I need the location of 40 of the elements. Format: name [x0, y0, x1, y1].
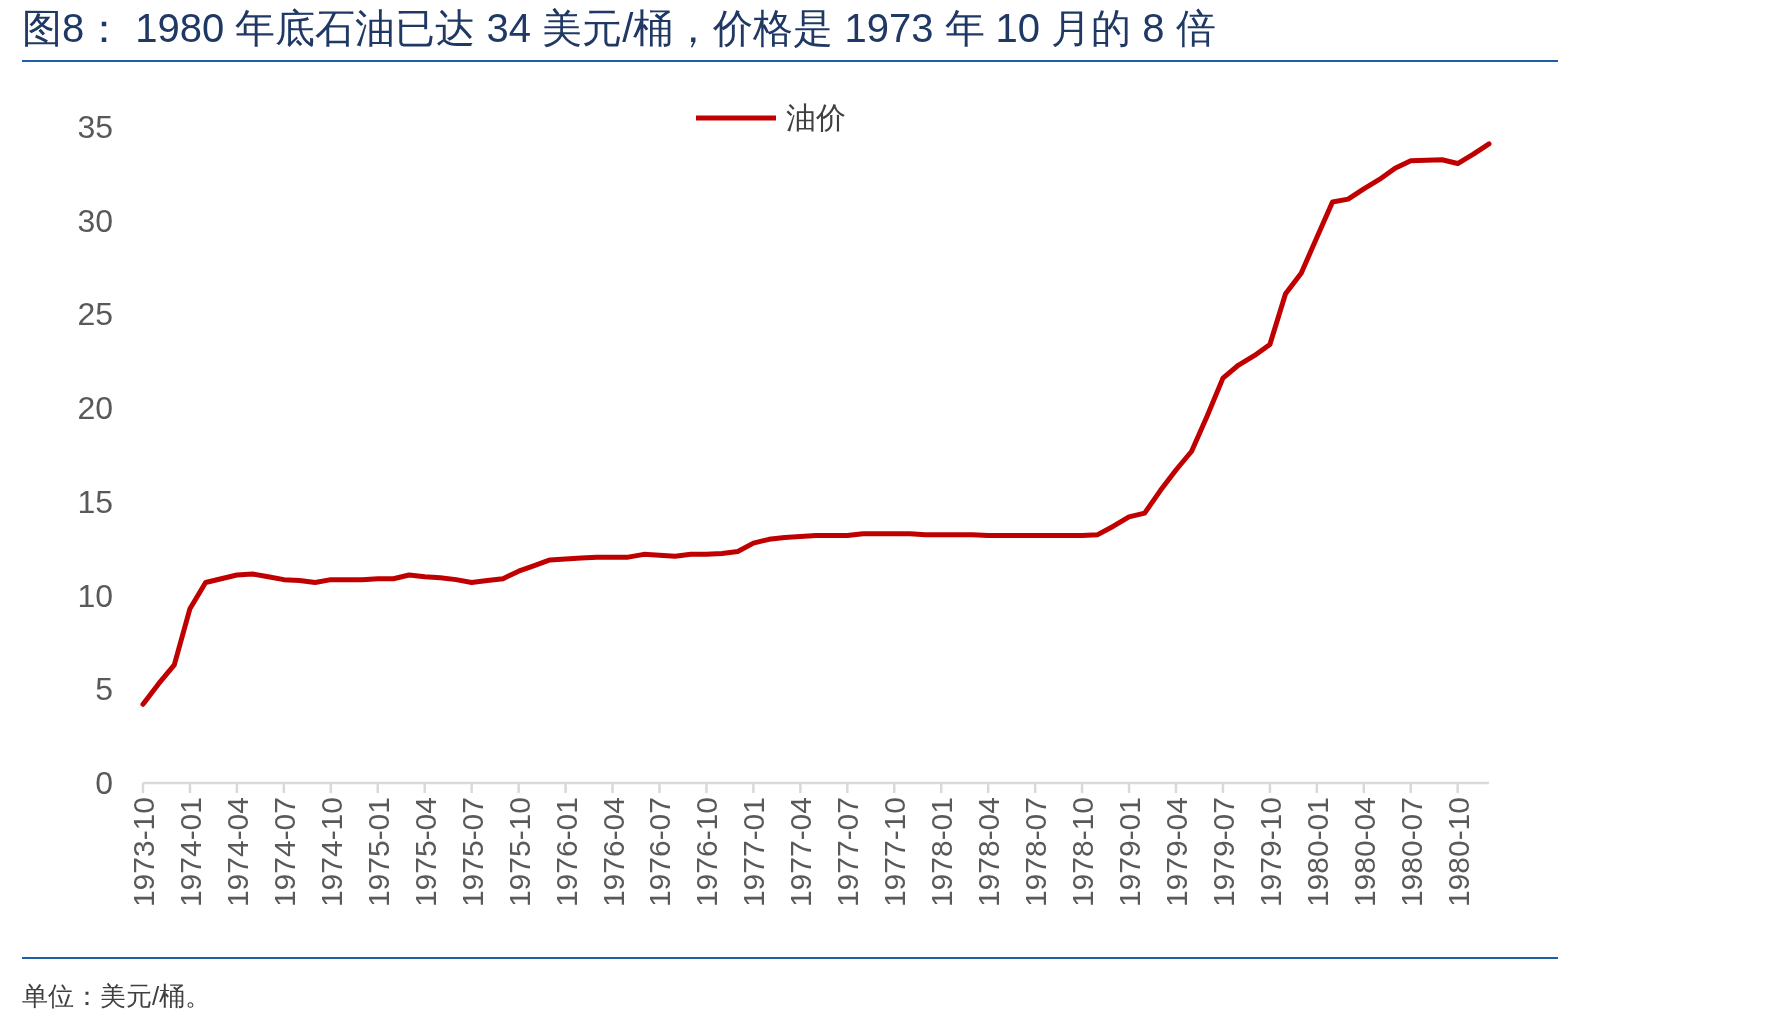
x-tick-label: 1977-10 — [878, 797, 912, 908]
x-tick-label: 1977-07 — [831, 797, 865, 908]
x-tick-label: 1974-10 — [314, 797, 348, 908]
x-tick-label: 1978-07 — [1019, 797, 1053, 908]
x-tick-label: 1976-01 — [549, 797, 583, 908]
x-tick-label: 1975-04 — [408, 797, 442, 908]
y-tick-label: 10 — [77, 577, 113, 614]
x-tick-label: 1974-01 — [173, 797, 207, 908]
y-tick-label: 5 — [95, 671, 113, 708]
x-tick-label: 1978-04 — [972, 797, 1006, 908]
x-tick-label: 1973-10 — [127, 797, 160, 908]
title: 图8： 1980 年底石油已达 34 美元/桶，价格是 1973 年 10 月的 8 倍 — [22, 6, 1216, 50]
x-tick-label: 1974-07 — [267, 797, 301, 908]
x-tick-label: 1979-10 — [1253, 797, 1287, 908]
text: 单位：美元/桶。 — [22, 981, 212, 1011]
y-tick-label: 15 — [77, 483, 113, 520]
x-tick-label: 1976-04 — [596, 797, 630, 908]
x-tick-label: 1975-07 — [455, 797, 489, 908]
x-tick-label: 1977-04 — [784, 797, 818, 908]
legend-label: 油价 — [786, 101, 846, 134]
y-tick-label: 25 — [77, 296, 113, 333]
x-tick-label: 1977-01 — [737, 797, 771, 908]
x-tick-label: 1976-10 — [690, 797, 724, 908]
x-tick-label: 1975-10 — [502, 797, 536, 908]
x-tick-label: 1980-07 — [1394, 797, 1428, 908]
y-tick-label: 0 — [95, 765, 113, 801]
x-tick-label: 1974-04 — [220, 797, 254, 908]
y-tick-label: 35 — [77, 109, 113, 145]
x-tick-label: 1975-01 — [361, 797, 395, 908]
x-tick-label: 1980-04 — [1347, 797, 1381, 908]
x-tick-label: 1979-04 — [1159, 797, 1193, 908]
y-tick-label: 30 — [77, 202, 113, 239]
x-tick-label: 1976-07 — [643, 797, 677, 908]
x-tick-label: 1979-07 — [1206, 797, 1240, 908]
y-tick-label: 20 — [77, 390, 113, 427]
x-tick-label: 1979-01 — [1113, 797, 1147, 908]
x-tick-label: 1978-01 — [925, 797, 959, 908]
x-tick-label: 1978-10 — [1066, 797, 1100, 908]
x-tick-label: 1980-01 — [1300, 797, 1334, 908]
x-tick-label: 1980-10 — [1441, 797, 1475, 908]
